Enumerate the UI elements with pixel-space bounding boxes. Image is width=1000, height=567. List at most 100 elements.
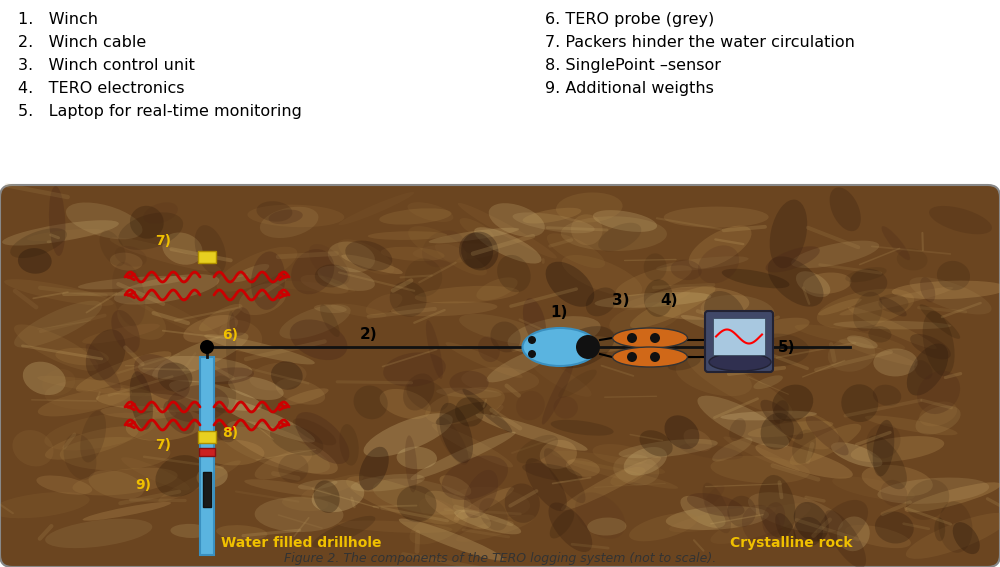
Ellipse shape <box>680 496 726 528</box>
Ellipse shape <box>609 302 681 335</box>
Ellipse shape <box>748 421 833 437</box>
Ellipse shape <box>314 480 340 513</box>
Ellipse shape <box>203 367 254 384</box>
Circle shape <box>528 336 536 344</box>
Ellipse shape <box>111 310 140 353</box>
Ellipse shape <box>144 202 178 224</box>
Bar <box>199 448 215 456</box>
Ellipse shape <box>558 370 597 398</box>
Ellipse shape <box>905 483 1000 513</box>
Ellipse shape <box>452 486 530 518</box>
Ellipse shape <box>10 228 67 258</box>
Ellipse shape <box>630 286 715 328</box>
Ellipse shape <box>76 351 171 392</box>
Ellipse shape <box>409 509 467 544</box>
Ellipse shape <box>425 387 505 424</box>
Ellipse shape <box>848 307 937 349</box>
Ellipse shape <box>283 388 329 405</box>
Ellipse shape <box>881 480 907 507</box>
Ellipse shape <box>907 344 948 396</box>
Ellipse shape <box>197 466 228 488</box>
Circle shape <box>650 333 660 343</box>
Ellipse shape <box>644 280 673 317</box>
Ellipse shape <box>122 289 219 338</box>
Ellipse shape <box>610 467 646 486</box>
Ellipse shape <box>290 319 347 360</box>
Ellipse shape <box>201 439 264 466</box>
Ellipse shape <box>723 437 800 471</box>
Ellipse shape <box>345 240 392 271</box>
Ellipse shape <box>260 207 318 238</box>
Ellipse shape <box>546 262 594 307</box>
Ellipse shape <box>644 253 667 281</box>
Ellipse shape <box>697 396 789 448</box>
Ellipse shape <box>399 518 504 561</box>
Ellipse shape <box>939 501 972 553</box>
Ellipse shape <box>312 516 375 548</box>
Ellipse shape <box>295 412 349 464</box>
Ellipse shape <box>270 425 323 456</box>
Ellipse shape <box>897 248 928 270</box>
Text: 9. Additional weigths: 9. Additional weigths <box>545 81 714 96</box>
Ellipse shape <box>906 480 949 520</box>
Ellipse shape <box>645 286 749 320</box>
Ellipse shape <box>586 287 617 316</box>
Ellipse shape <box>301 474 364 499</box>
Ellipse shape <box>621 290 690 310</box>
Ellipse shape <box>795 324 905 350</box>
Ellipse shape <box>462 389 512 433</box>
Ellipse shape <box>158 362 192 392</box>
Ellipse shape <box>464 470 498 518</box>
Ellipse shape <box>169 380 262 411</box>
Ellipse shape <box>916 405 961 434</box>
Ellipse shape <box>37 376 153 396</box>
Ellipse shape <box>745 333 809 366</box>
Ellipse shape <box>666 506 769 530</box>
Ellipse shape <box>892 281 1000 299</box>
Ellipse shape <box>508 316 601 353</box>
Ellipse shape <box>516 391 545 420</box>
Ellipse shape <box>720 411 817 420</box>
Ellipse shape <box>220 426 330 473</box>
Ellipse shape <box>664 415 699 449</box>
Ellipse shape <box>550 510 574 539</box>
Ellipse shape <box>772 384 813 421</box>
Ellipse shape <box>27 229 105 241</box>
Ellipse shape <box>183 315 238 342</box>
Ellipse shape <box>522 463 582 481</box>
Text: 3): 3) <box>612 293 630 308</box>
Ellipse shape <box>36 476 92 494</box>
Ellipse shape <box>790 424 861 465</box>
Ellipse shape <box>523 208 581 223</box>
Ellipse shape <box>460 218 494 241</box>
Ellipse shape <box>436 402 487 425</box>
Ellipse shape <box>366 293 402 315</box>
Ellipse shape <box>833 321 952 329</box>
Ellipse shape <box>796 271 830 297</box>
Ellipse shape <box>853 292 882 331</box>
Ellipse shape <box>937 261 970 290</box>
Ellipse shape <box>425 490 491 530</box>
Text: 2): 2) <box>360 327 378 342</box>
Ellipse shape <box>513 213 595 233</box>
Ellipse shape <box>226 311 236 379</box>
Ellipse shape <box>704 485 724 506</box>
Ellipse shape <box>293 418 336 445</box>
Ellipse shape <box>760 400 803 439</box>
Ellipse shape <box>917 371 960 414</box>
Ellipse shape <box>199 304 242 331</box>
Ellipse shape <box>478 336 500 362</box>
Ellipse shape <box>680 443 743 460</box>
Ellipse shape <box>639 430 673 456</box>
Text: 7): 7) <box>155 234 171 248</box>
Ellipse shape <box>228 376 284 400</box>
Ellipse shape <box>408 226 467 263</box>
Ellipse shape <box>23 362 66 395</box>
Ellipse shape <box>616 265 692 297</box>
Ellipse shape <box>405 435 417 492</box>
Ellipse shape <box>865 416 958 435</box>
Ellipse shape <box>818 298 862 315</box>
Ellipse shape <box>748 492 843 533</box>
Ellipse shape <box>291 249 334 294</box>
Ellipse shape <box>762 502 785 536</box>
